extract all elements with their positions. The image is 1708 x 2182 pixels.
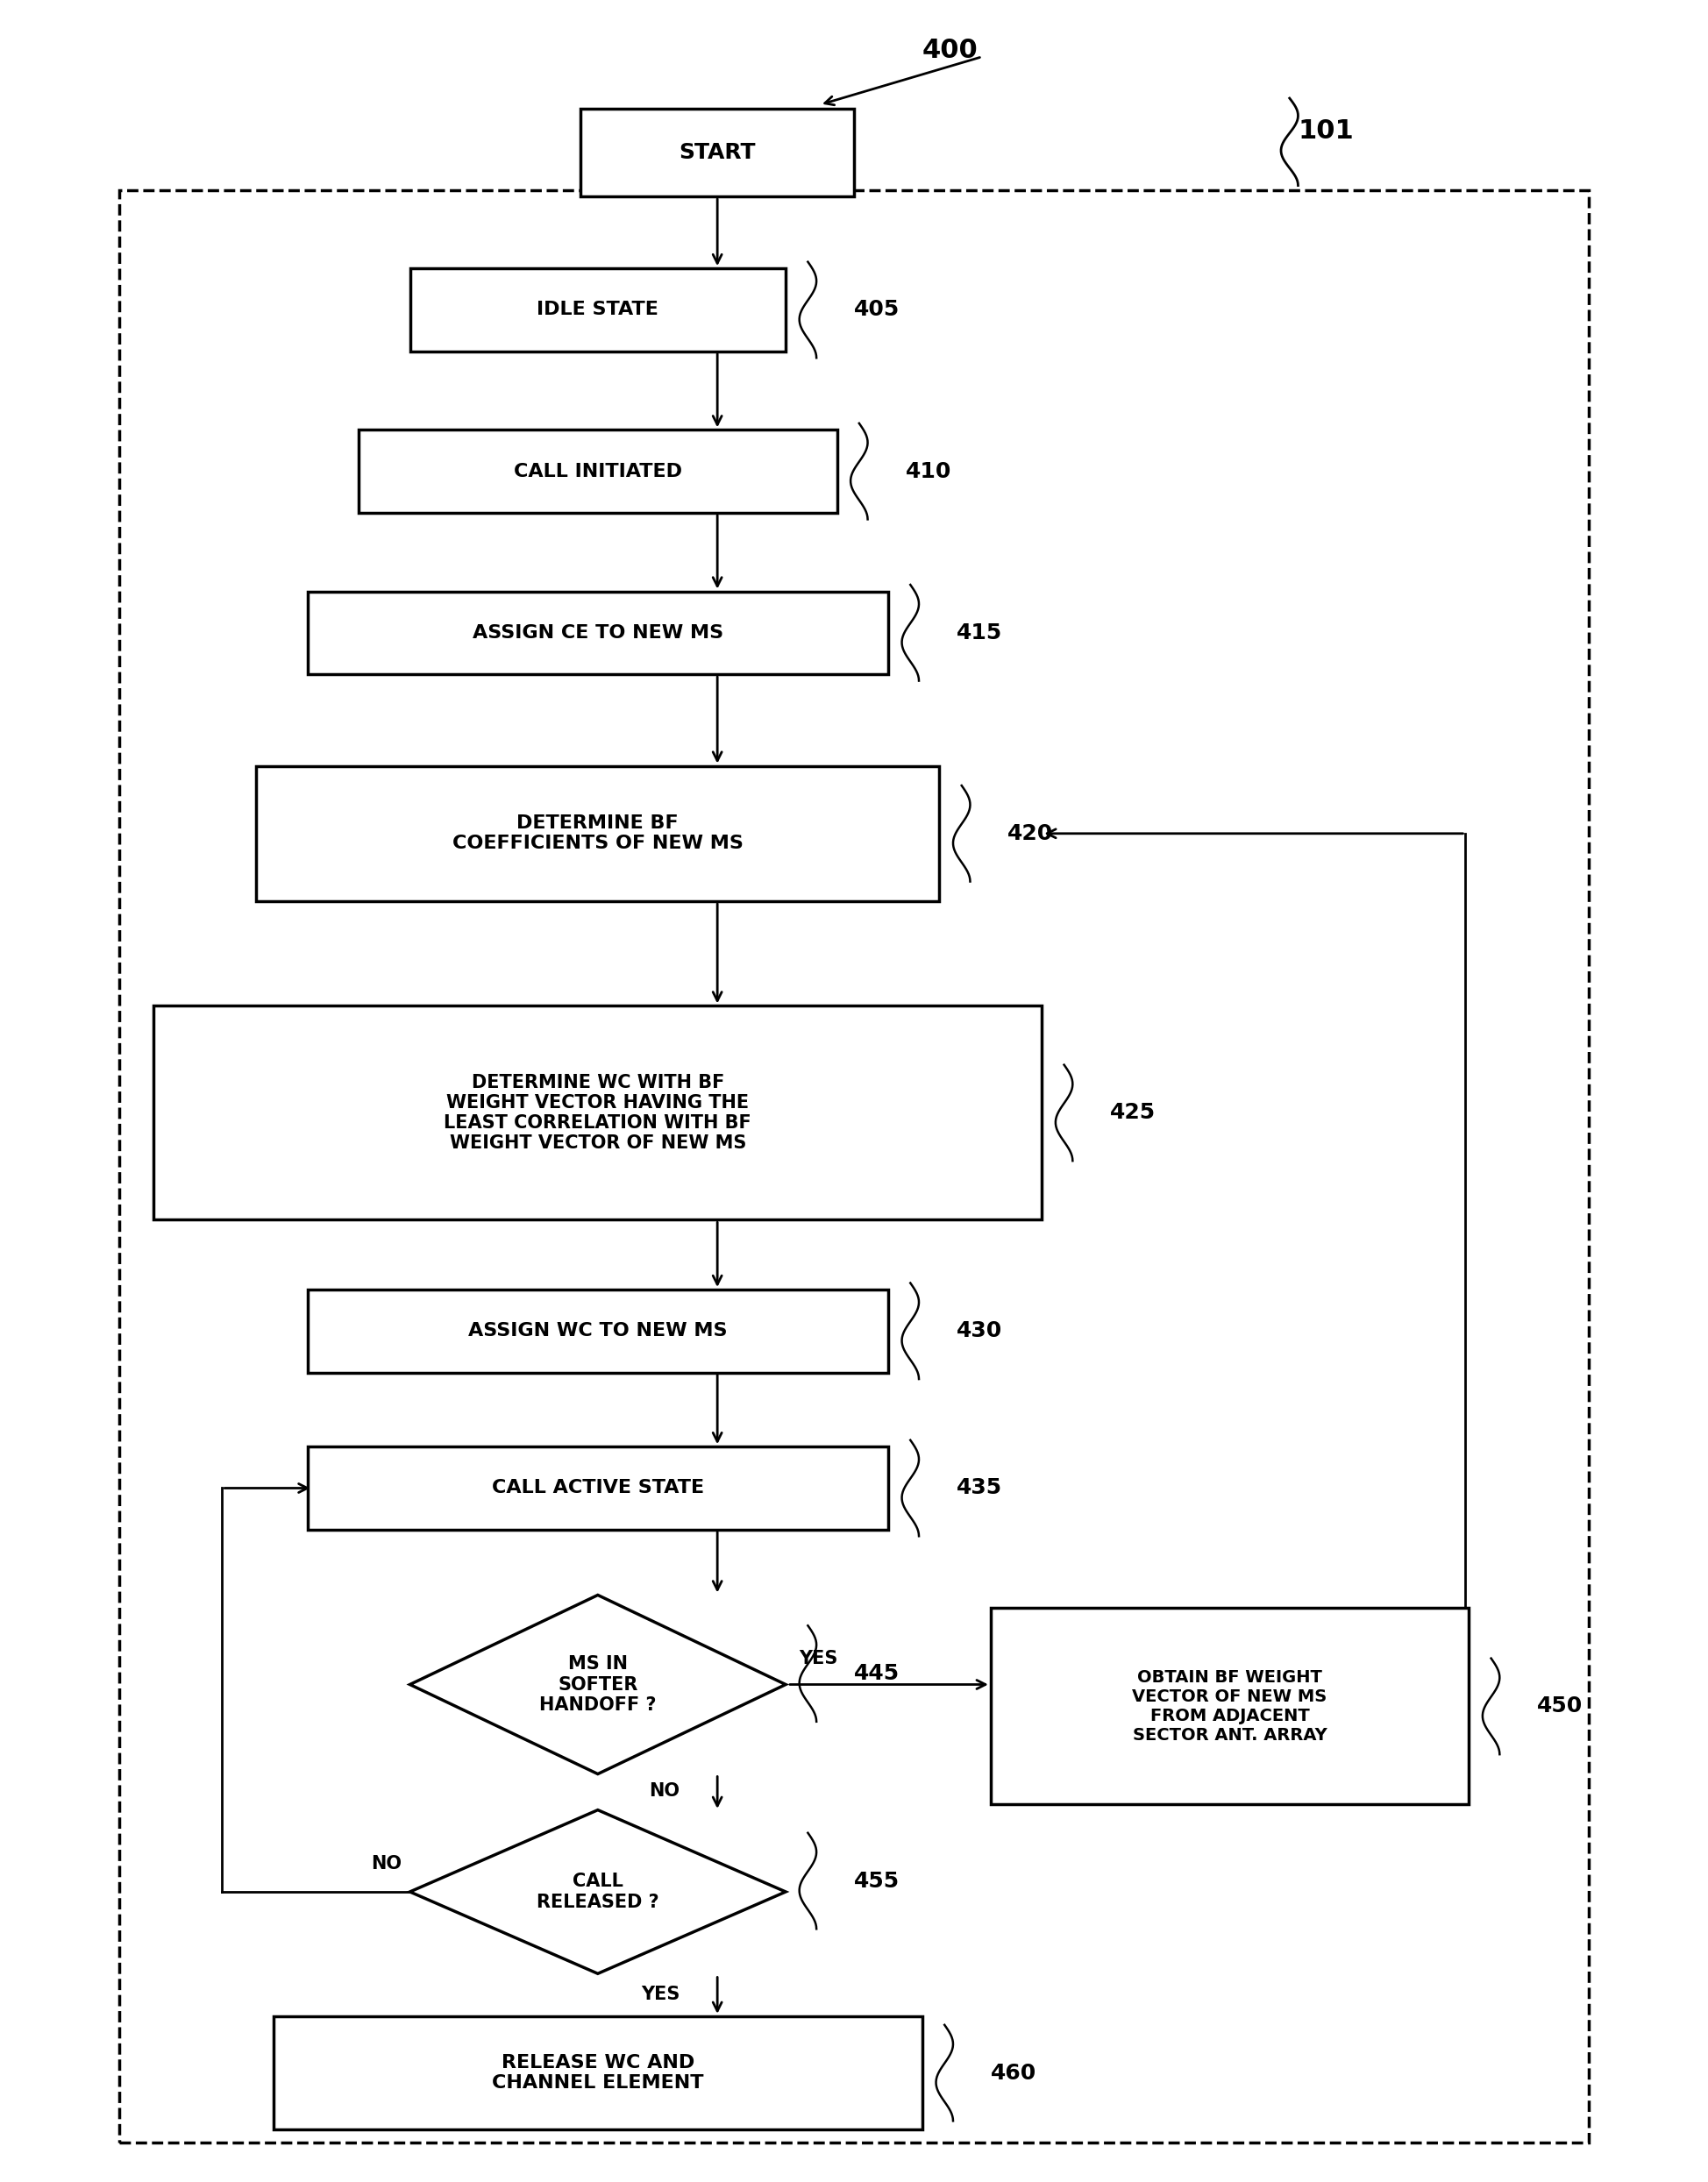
Text: 455: 455 [854,1870,900,1892]
Text: RELEASE WC AND
CHANNEL ELEMENT: RELEASE WC AND CHANNEL ELEMENT [492,2053,704,2093]
Text: CALL ACTIVE STATE: CALL ACTIVE STATE [492,1479,704,1497]
Text: 405: 405 [854,299,900,321]
FancyBboxPatch shape [307,1290,888,1372]
Text: OBTAIN BF WEIGHT
VECTOR OF NEW MS
FROM ADJACENT
SECTOR ANT. ARRAY: OBTAIN BF WEIGHT VECTOR OF NEW MS FROM A… [1132,1669,1327,1743]
Text: START: START [680,142,755,164]
Text: 445: 445 [854,1663,900,1685]
Text: 415: 415 [956,622,1003,644]
FancyBboxPatch shape [154,1006,1042,1220]
Text: 410: 410 [905,460,951,482]
FancyBboxPatch shape [410,268,786,351]
Text: 400: 400 [922,37,979,63]
FancyBboxPatch shape [991,1608,1469,1805]
Text: 435: 435 [956,1477,1003,1499]
Text: CALL
RELEASED ?: CALL RELEASED ? [536,1872,659,1911]
Polygon shape [410,1595,786,1774]
Text: NO: NO [371,1855,401,1872]
Text: YES: YES [640,1986,680,2003]
Text: 430: 430 [956,1320,1003,1342]
Text: DETERMINE BF
COEFFICIENTS OF NEW MS: DETERMINE BF COEFFICIENTS OF NEW MS [453,814,743,853]
Text: ASSIGN CE TO NEW MS: ASSIGN CE TO NEW MS [473,624,722,642]
Text: ASSIGN WC TO NEW MS: ASSIGN WC TO NEW MS [468,1322,728,1340]
Text: YES: YES [799,1650,839,1667]
Text: DETERMINE WC WITH BF
WEIGHT VECTOR HAVING THE
LEAST CORRELATION WITH BF
WEIGHT V: DETERMINE WC WITH BF WEIGHT VECTOR HAVIN… [444,1074,752,1152]
FancyBboxPatch shape [307,591,888,674]
Text: IDLE STATE: IDLE STATE [536,301,659,319]
Polygon shape [410,1811,786,1973]
FancyBboxPatch shape [307,1447,888,1530]
FancyBboxPatch shape [359,430,837,513]
Text: NO: NO [649,1783,680,1800]
FancyBboxPatch shape [581,109,854,196]
Text: 425: 425 [1110,1102,1156,1124]
Text: 420: 420 [1008,823,1054,844]
Text: 460: 460 [991,2062,1037,2084]
FancyBboxPatch shape [273,2016,922,2130]
Text: 101: 101 [1298,118,1354,144]
FancyBboxPatch shape [256,766,939,901]
Text: 450: 450 [1537,1695,1583,1717]
Text: MS IN
SOFTER
HANDOFF ?: MS IN SOFTER HANDOFF ? [540,1656,656,1713]
Text: CALL INITIATED: CALL INITIATED [514,463,681,480]
